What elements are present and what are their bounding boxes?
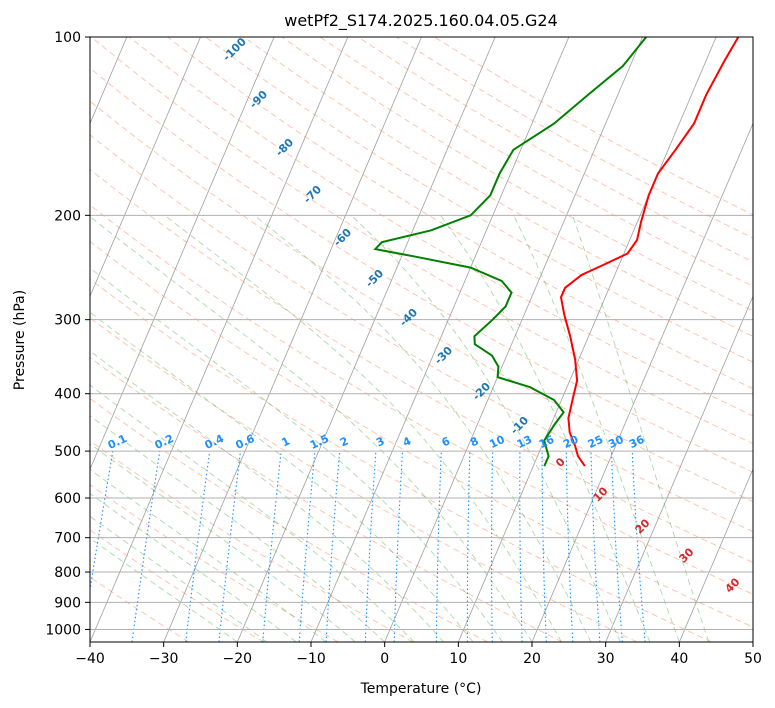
y-tick-label: 800 bbox=[54, 565, 81, 581]
isotherm-line bbox=[752, 640, 753, 642]
moist-adiabat-line bbox=[90, 350, 444, 642]
mixing-ratio-line bbox=[90, 451, 114, 594]
dry-adiabat-line bbox=[90, 356, 563, 642]
x-tick-label: 40 bbox=[670, 651, 688, 667]
isotherm-line bbox=[90, 37, 275, 471]
x-tick-label: 0 bbox=[380, 651, 389, 667]
moist-adiabat-line bbox=[572, 215, 710, 642]
x-tick-label: −40 bbox=[75, 651, 105, 667]
moist-adiabat-line bbox=[350, 214, 621, 642]
dry-adiabat-line bbox=[90, 440, 414, 642]
dry-adiabat-line bbox=[90, 241, 753, 628]
x-tick-label: 20 bbox=[523, 651, 541, 667]
isotherm-line bbox=[384, 37, 643, 642]
x-tick-label: −30 bbox=[149, 651, 179, 667]
isotherm-line bbox=[90, 37, 201, 298]
background-lines bbox=[90, 37, 753, 642]
mixing-ratio-line bbox=[185, 451, 211, 642]
y-tick-label: 500 bbox=[54, 444, 81, 460]
dry-adiabat-line bbox=[90, 278, 712, 642]
mixing-ratio-line bbox=[631, 451, 646, 642]
moist-adiabat-line bbox=[90, 267, 503, 642]
dry-adiabat-line bbox=[90, 134, 753, 533]
mixing-ratio-line bbox=[298, 451, 316, 642]
dewpoint-profile-line bbox=[373, 37, 647, 467]
moist-adiabat-line bbox=[90, 415, 385, 642]
mixing-ratio-line bbox=[262, 451, 282, 642]
dry-adiabat-line bbox=[129, 37, 753, 417]
y-tick-label: 700 bbox=[54, 531, 81, 547]
x-tick-label: 30 bbox=[597, 651, 615, 667]
moist-adiabat-line bbox=[90, 492, 297, 642]
dry-adiabat-line bbox=[90, 100, 753, 503]
dry-adiabat-line bbox=[90, 317, 638, 642]
mixing-ratio-label: 13 bbox=[515, 433, 534, 451]
mixing-ratio-label: 20 bbox=[561, 433, 581, 451]
moist-adiabat-line bbox=[90, 215, 533, 642]
x-tick-label: −20 bbox=[223, 651, 253, 667]
moist-adiabat-line bbox=[90, 515, 268, 642]
y-tick-label: 200 bbox=[54, 208, 81, 224]
x-axis: −40 −30 −20 −10 0 10 20 30 40 50 bbox=[75, 642, 762, 667]
isotherm-line bbox=[90, 37, 349, 642]
y-tick-label: 400 bbox=[54, 387, 81, 403]
y-tick-label: 1000 bbox=[45, 622, 81, 638]
isotherm-line bbox=[236, 37, 496, 642]
dry-adiabat-line bbox=[91, 37, 753, 445]
y-tick-label: 600 bbox=[54, 491, 81, 507]
moist-adiabat-line bbox=[90, 384, 415, 642]
dry-adiabat-line bbox=[90, 484, 339, 642]
mixing-ratio-label: 36 bbox=[627, 433, 647, 451]
moist-adiabat-line bbox=[440, 215, 651, 642]
chart-title: wetPf2_S174.2025.160.04.05.G24 bbox=[284, 11, 558, 31]
mixing-ratio-label: 30 bbox=[606, 433, 626, 451]
dry-adiabat-line bbox=[90, 397, 488, 642]
isotherm-line bbox=[163, 37, 422, 642]
plot-background bbox=[90, 37, 753, 642]
x-tick-label: 50 bbox=[744, 651, 762, 667]
y-axis-title: Pressure (hPa) bbox=[12, 290, 28, 390]
mixing-ratio-line bbox=[218, 451, 242, 642]
x-axis-title: Temperature (°C) bbox=[360, 681, 482, 697]
mixing-ratio-label: 10 bbox=[487, 433, 507, 451]
moist-adiabat-line bbox=[254, 214, 592, 642]
isotherm-line bbox=[605, 295, 753, 642]
mixing-ratio-label: 16 bbox=[537, 433, 557, 451]
dry-adiabat-line bbox=[281, 37, 753, 312]
y-tick-label: 100 bbox=[54, 30, 81, 46]
moist-adiabat-line bbox=[90, 443, 356, 642]
isotherm-line bbox=[531, 122, 753, 642]
dry-adiabat-line bbox=[90, 529, 264, 642]
mixing-ratio-label: 25 bbox=[586, 433, 605, 451]
y-tick-label: 900 bbox=[54, 595, 81, 611]
isotherm-line bbox=[678, 468, 753, 642]
temperature-profile-line bbox=[559, 37, 740, 467]
isotherm-line bbox=[457, 37, 717, 642]
mixing-ratio-line bbox=[131, 451, 161, 642]
series-lines bbox=[373, 37, 740, 467]
moist-adiabat-line bbox=[513, 215, 680, 642]
moist-adiabat-line bbox=[90, 468, 326, 642]
moist-adiabat-line bbox=[164, 214, 562, 642]
dry-adiabat-line bbox=[90, 204, 753, 595]
pressure-grid bbox=[90, 36, 753, 630]
y-tick-label: 300 bbox=[54, 313, 81, 329]
x-tick-label: −10 bbox=[296, 651, 326, 667]
dry-adiabat-line bbox=[243, 37, 753, 337]
x-tick-label: 10 bbox=[449, 651, 467, 667]
moist-adiabat-line bbox=[90, 311, 474, 642]
moist-adiabat-line bbox=[90, 537, 238, 642]
dry-adiabat-line bbox=[90, 168, 753, 564]
plot-frame bbox=[89, 36, 754, 643]
y-axis: 100 200 300 400 500 600 700 800 900 1000 bbox=[45, 30, 90, 638]
